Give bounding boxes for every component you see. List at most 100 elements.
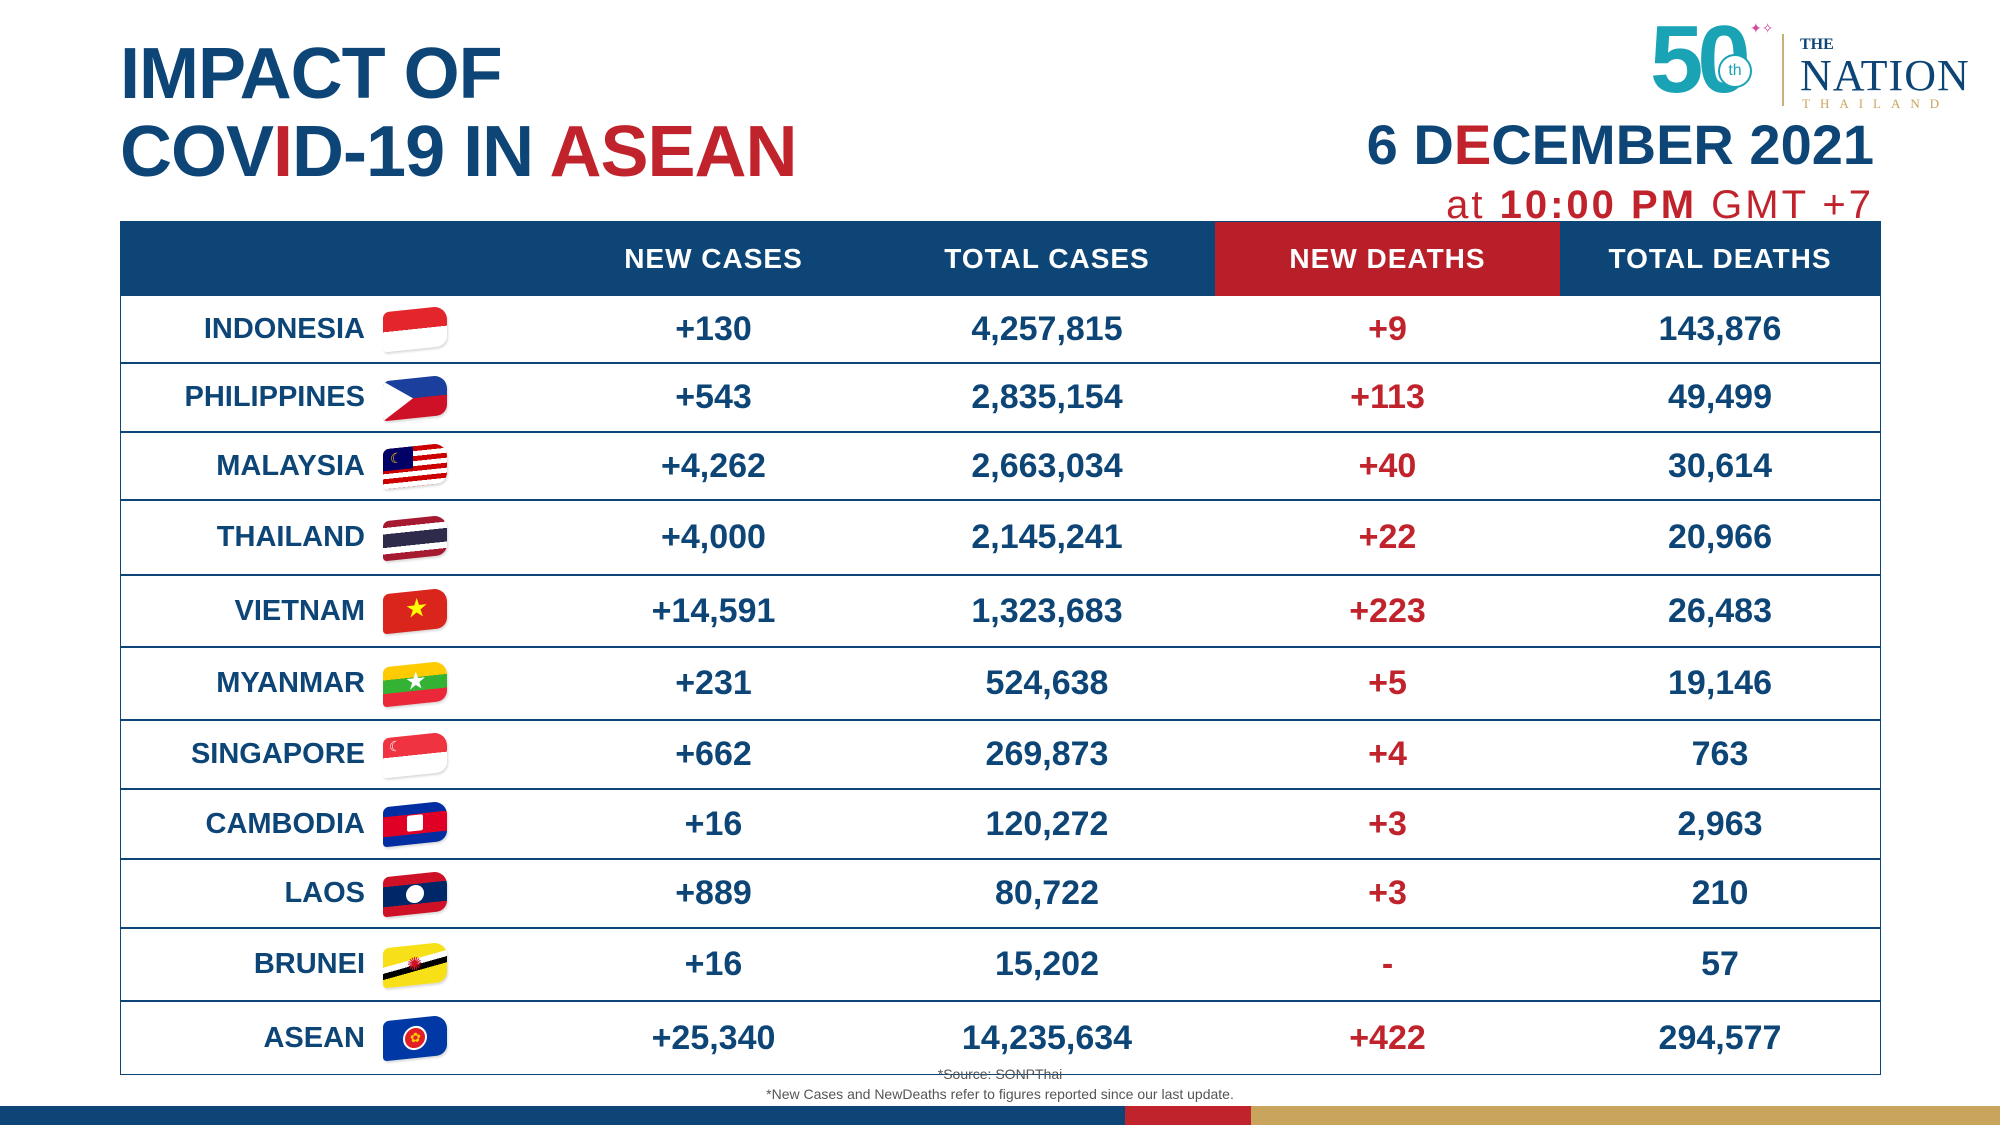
country-name: BRUNEI xyxy=(253,948,365,980)
country-name: SINGAPORE xyxy=(190,738,365,770)
philippines-flag-icon xyxy=(383,374,447,421)
table-row: PHILIPPINES +543 2,835,154 +113 49,499 xyxy=(121,362,1880,431)
new-cases-cell: +889 xyxy=(675,874,752,912)
source-note: *Source: SONPThai xyxy=(937,1066,1063,1082)
table-row: INDONESIA +130 4,257,815 +9 143,876 xyxy=(121,296,1880,362)
country-name: ASEAN xyxy=(263,1021,365,1054)
new-cases-cell: +16 xyxy=(684,804,743,843)
logo-thailand: THAILAND xyxy=(1802,96,1950,111)
header-new-deaths: NEW DEATHS xyxy=(1215,222,1560,296)
table-row: CAMBODIA +16 120,272 +3 2,963 xyxy=(121,788,1880,858)
table-row: THAILAND +4,000 2,145,241 +22 20,966 xyxy=(121,499,1880,574)
country-name: THAILAND xyxy=(216,521,365,553)
country-cell: LAOS xyxy=(121,860,548,927)
new-deaths-cell: +3 xyxy=(1368,874,1407,912)
page-title: IMPACT OF COVID-19 IN ASEAN xyxy=(120,38,798,194)
table-body: INDONESIA +130 4,257,815 +9 143,876 PHILIPPIN… xyxy=(121,296,1880,1074)
logo-the: THE xyxy=(1800,36,1834,53)
header-total-cases: TOTAL CASES xyxy=(944,243,1150,274)
total-deaths-cell: 143,876 xyxy=(1658,309,1782,348)
myanmar-flag-icon: ★ xyxy=(383,660,447,707)
table-row: SINGAPORE ☾ +662 269,873 +4 763 xyxy=(121,719,1880,788)
table-row: LAOS +889 80,722 +3 210 xyxy=(121,858,1880,927)
country-cell: SINGAPORE ☾ xyxy=(121,721,548,788)
cambodia-flag-icon xyxy=(383,800,447,848)
country-cell: PHILIPPINES xyxy=(121,364,548,431)
new-deaths-cell: +9 xyxy=(1368,309,1407,348)
bottom-bar-gold xyxy=(1251,1106,2000,1125)
total-cases-cell: 2,145,241 xyxy=(971,518,1123,556)
total-cases-cell: 14,235,634 xyxy=(961,1018,1133,1057)
total-cases-cell: 2,663,034 xyxy=(971,446,1123,485)
time-value: 10:00 PM xyxy=(1499,183,1698,227)
new-cases-cell: +231 xyxy=(675,664,752,702)
country-name: LAOS xyxy=(284,877,365,909)
title-asean: ASEAN xyxy=(549,112,797,192)
country-name: MALAYSIA xyxy=(216,449,365,482)
country-name: VIETNAM xyxy=(234,594,366,627)
new-cases-cell: +4,262 xyxy=(661,446,766,485)
date-part: 6 D xyxy=(1366,113,1454,176)
new-deaths-cell: +4 xyxy=(1368,735,1407,773)
country-name: CAMBODIA xyxy=(205,807,366,840)
new-deaths-cell: +22 xyxy=(1358,518,1417,556)
title-line-2: COVID-19 IN ASEAN xyxy=(120,116,798,188)
new-deaths-cell: +3 xyxy=(1368,804,1407,843)
total-deaths-cell: 763 xyxy=(1691,735,1749,773)
bottom-bar-navy xyxy=(0,1106,1125,1125)
date-line: 6 DECEMBER 2021 xyxy=(1367,112,1874,177)
total-deaths-cell: 30,614 xyxy=(1668,446,1772,485)
thailand-flag-icon xyxy=(383,514,447,561)
country-name: INDONESIA xyxy=(203,312,365,345)
title-part: COV xyxy=(120,112,274,192)
header-new-cases: NEW CASES xyxy=(624,243,803,274)
total-cases-cell: 15,202 xyxy=(995,945,1099,983)
new-cases-cell: +130 xyxy=(675,309,752,348)
header-total-deaths: TOTAL DEATHS xyxy=(1608,243,1832,274)
indonesia-flag-icon xyxy=(383,305,447,353)
confetti-icon: ✦✧ xyxy=(1750,20,1774,36)
country-cell: VIETNAM ★ xyxy=(121,576,548,646)
singapore-flag-icon: ☾ xyxy=(383,731,447,778)
total-cases-cell: 2,835,154 xyxy=(971,378,1123,416)
asean-flag-icon: ✿ xyxy=(383,1014,447,1062)
time-zone: GMT +7 xyxy=(1697,183,1874,227)
total-cases-cell: 80,722 xyxy=(995,874,1099,912)
country-name: PHILIPPINES xyxy=(184,381,366,413)
anniversary-suffix: th xyxy=(1718,54,1752,88)
total-deaths-cell: 49,499 xyxy=(1668,378,1772,416)
new-deaths-cell: +113 xyxy=(1350,378,1425,416)
country-cell: INDONESIA xyxy=(121,296,548,362)
total-deaths-cell: 19,146 xyxy=(1668,664,1772,702)
vietnam-flag-icon: ★ xyxy=(383,587,447,635)
country-cell: ASEAN ✿ xyxy=(121,1002,548,1074)
title-part: D-19 IN xyxy=(292,112,550,192)
table-header: NEW CASES TOTAL CASES NEW DEATHS TOTAL D… xyxy=(121,222,1880,296)
total-cases-cell: 1,323,683 xyxy=(971,591,1123,630)
header-country xyxy=(121,222,548,296)
brunei-flag-icon: ✺ xyxy=(383,941,447,988)
time-part: at xyxy=(1446,183,1500,227)
the-nation-logo: 50 th ✦✧ THE NATION THAILAND xyxy=(1650,12,1990,112)
total-deaths-cell: 26,483 xyxy=(1668,591,1772,630)
laos-flag-icon xyxy=(383,870,447,917)
date-part: CEMBER 2021 xyxy=(1491,113,1874,176)
total-deaths-cell: 57 xyxy=(1701,945,1739,983)
total-deaths-cell: 294,577 xyxy=(1658,1018,1782,1057)
country-cell: THAILAND xyxy=(121,501,548,574)
new-deaths-cell: +223 xyxy=(1349,591,1426,630)
total-cases-cell: 120,272 xyxy=(985,804,1109,843)
country-cell: BRUNEI ✺ xyxy=(121,929,548,1000)
new-cases-cell: +662 xyxy=(675,735,752,773)
footer-notes: *Source: SONPThai *New Cases and NewDeat… xyxy=(0,1064,2000,1104)
report-date: 6 DECEMBER 2021 at 10:00 PM GMT +7 xyxy=(1367,112,1874,228)
country-name: MYANMAR xyxy=(216,667,365,699)
new-deaths-cell: +5 xyxy=(1368,664,1407,702)
total-cases-cell: 524,638 xyxy=(985,664,1109,702)
country-cell: CAMBODIA xyxy=(121,790,548,858)
table-row: MYANMAR ★ +231 524,638 +5 19,146 xyxy=(121,646,1880,719)
table-row: MALAYSIA ☾ +4,262 2,663,034 +40 30,614 xyxy=(121,431,1880,499)
total-cases-cell: 269,873 xyxy=(985,735,1109,773)
total-cases-cell: 4,257,815 xyxy=(971,309,1123,348)
definition-note: *New Cases and NewDeaths refer to figure… xyxy=(766,1086,1234,1102)
